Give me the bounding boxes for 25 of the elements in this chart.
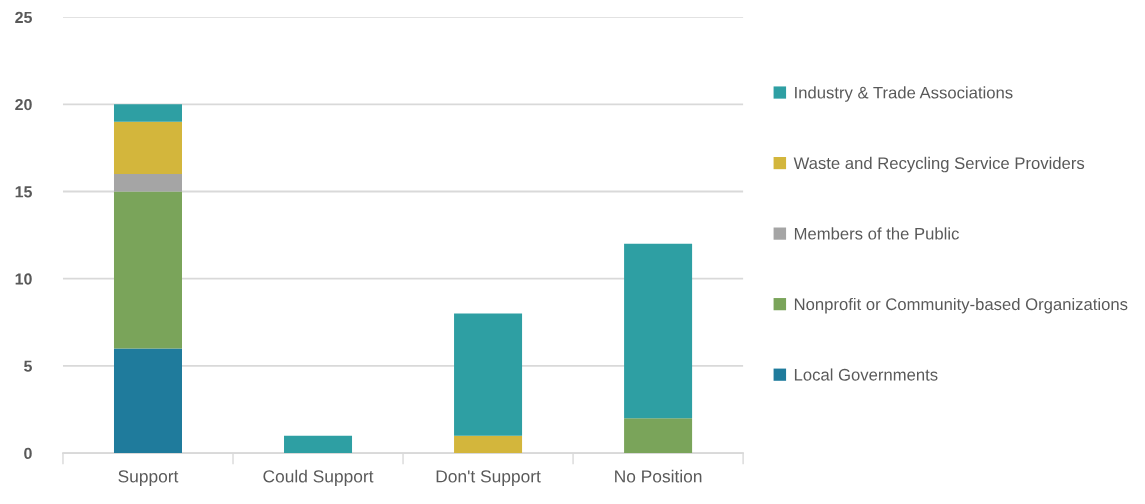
- bar: [454, 313, 523, 436]
- x-tick-label: Don't Support: [436, 470, 541, 486]
- x-tick-label: Could Support: [263, 469, 374, 486]
- x-tick-label: No Position: [615, 469, 702, 483]
- y-tick-label: 15: [15, 186, 32, 198]
- bar: [454, 435, 523, 454]
- bar: [113, 121, 182, 175]
- bar: [113, 191, 182, 349]
- bar: [624, 243, 693, 419]
- legend-label: Local Governments: [794, 368, 938, 381]
- y-tick-label: 20: [15, 98, 32, 111]
- bar: [113, 348, 182, 454]
- y-tick-label: 0: [24, 447, 32, 460]
- y-tick-label: 25: [15, 11, 32, 24]
- bar: [624, 418, 693, 454]
- y-tick-label: 10: [15, 273, 32, 285]
- x-tick-label: Support: [118, 470, 179, 486]
- legend-label: Members of the Public: [794, 227, 959, 240]
- y-tick-label: 5: [24, 360, 32, 372]
- legend-label: Industry & Trade Associations: [795, 86, 1013, 102]
- bar: [113, 174, 182, 192]
- legend-label: Nonprofit or Community-based Organizations: [794, 297, 1128, 314]
- bar: [113, 104, 182, 122]
- legend-label: Waste and Recycling Service Providers: [793, 156, 1085, 173]
- bar: [284, 435, 353, 454]
